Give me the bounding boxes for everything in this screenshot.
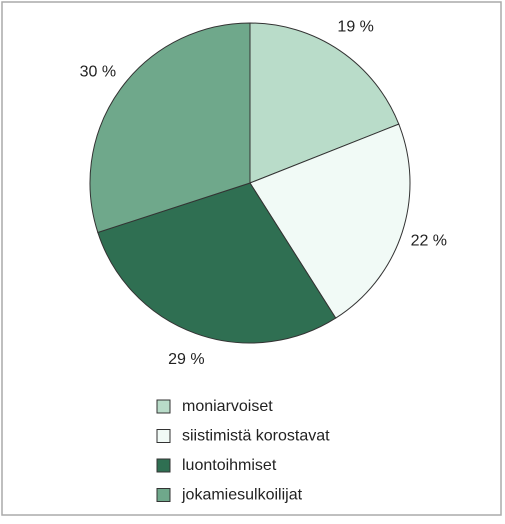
pie-slice <box>97 182 337 344</box>
legend-label: siistimistä korostavat <box>182 428 330 445</box>
pie-slice <box>249 22 400 184</box>
data-label: 19 % <box>337 19 373 36</box>
legend-swatch <box>156 458 171 473</box>
data-label: 30 % <box>80 64 116 81</box>
pie-slice <box>249 123 411 319</box>
legend-swatch <box>156 429 171 443</box>
legend-label: luontoihmiset <box>182 457 277 474</box>
legend-swatch <box>156 399 171 414</box>
data-label: 22 % <box>411 232 447 249</box>
data-label: 29 % <box>168 351 204 368</box>
legend-label: moniarvoiset <box>182 398 273 415</box>
pie-slice <box>89 22 251 234</box>
legend-label: jokamiesulkoilijat <box>181 487 303 504</box>
legend-swatch <box>156 488 171 502</box>
